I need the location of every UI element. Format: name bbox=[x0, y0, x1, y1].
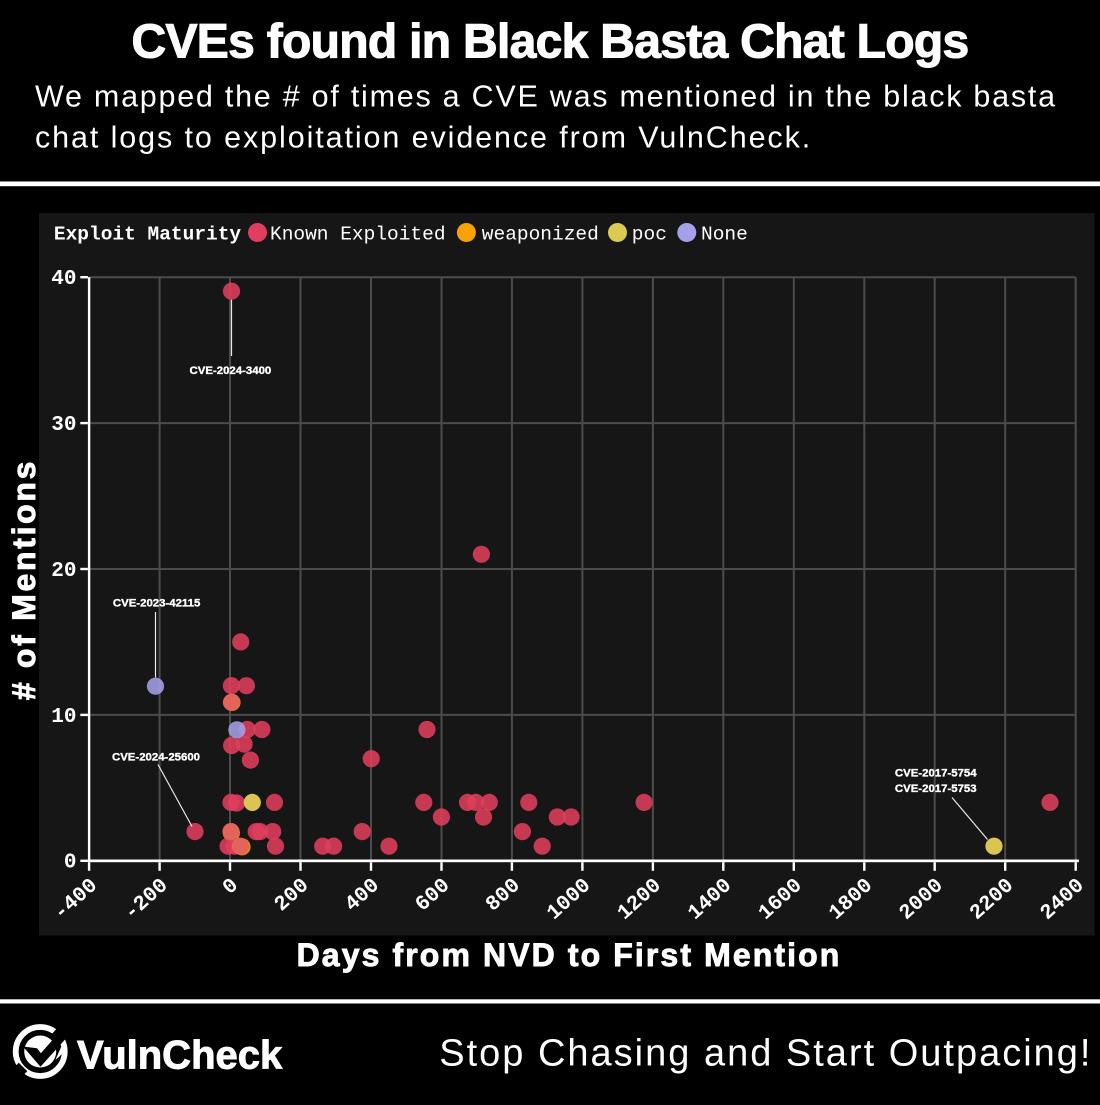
svg-text:chat logs to exploitation evid: chat logs to exploitation evidence from … bbox=[35, 121, 812, 155]
svg-text:We mapped the # of times a CVE: We mapped the # of times a CVE was menti… bbox=[35, 80, 1057, 114]
svg-text:None: None bbox=[701, 224, 748, 246]
svg-text:CVE-2023-42115: CVE-2023-42115 bbox=[113, 598, 201, 610]
svg-text:Known Exploited: Known Exploited bbox=[270, 224, 446, 246]
svg-text:30: 30 bbox=[51, 414, 76, 437]
svg-text:poc: poc bbox=[632, 224, 667, 246]
svg-text:Exploit Maturity: Exploit Maturity bbox=[54, 224, 242, 246]
svg-text:0: 0 bbox=[64, 852, 77, 875]
svg-text:20: 20 bbox=[51, 560, 76, 583]
svg-text:Days from NVD to First Mention: Days from NVD to First Mention bbox=[297, 937, 842, 973]
svg-text:Stop Chasing and Start Outpaci: Stop Chasing and Start Outpacing! bbox=[439, 1032, 1092, 1074]
svg-text:CVE-2017-5754: CVE-2017-5754 bbox=[895, 768, 977, 780]
svg-text:40: 40 bbox=[51, 268, 76, 291]
svg-text:weaponized: weaponized bbox=[482, 224, 599, 246]
svg-text:CVEs found in Black Basta Chat: CVEs found in Black Basta Chat Logs bbox=[132, 16, 969, 69]
svg-text:CVE-2024-3400: CVE-2024-3400 bbox=[190, 365, 272, 377]
svg-text:CVE-2024-25600: CVE-2024-25600 bbox=[112, 752, 200, 764]
svg-text:VulnCheck: VulnCheck bbox=[77, 1033, 283, 1077]
svg-text:CVE-2017-5753: CVE-2017-5753 bbox=[895, 783, 977, 795]
svg-text:10: 10 bbox=[51, 706, 76, 729]
svg-text:# of Mentions: # of Mentions bbox=[6, 459, 42, 700]
